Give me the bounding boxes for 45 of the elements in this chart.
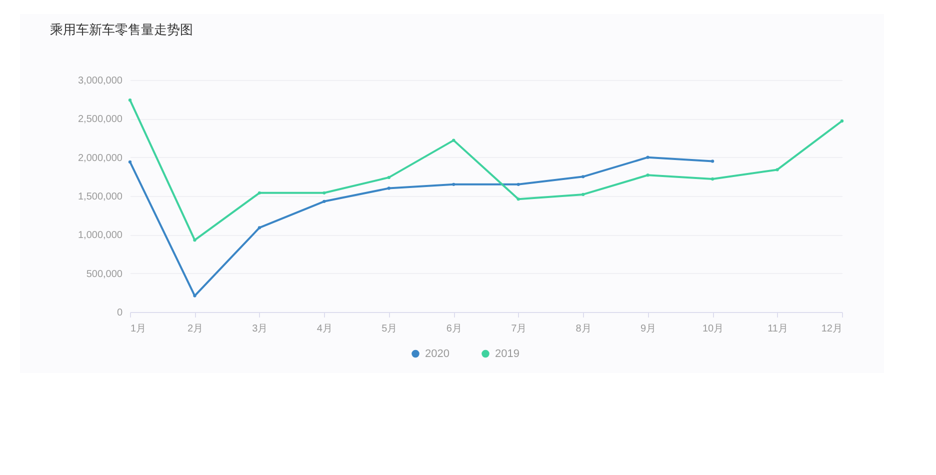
point [387,186,390,190]
point [516,182,520,186]
y-tick-label: 1,000,000 [78,230,123,242]
point [128,160,132,164]
point [516,198,520,201]
point [582,192,585,196]
y-tick-label: 3,000,000 [78,76,123,86]
point [193,238,196,242]
x-tick-label: 12月 [821,324,842,334]
point [646,174,650,177]
y-tick-label: 2,500,000 [78,114,123,126]
x-tick-label: 11月 [768,324,788,334]
x-tick-label: 7月 [511,324,527,334]
point [710,177,714,181]
x-tick-label: 8月 [576,324,592,334]
point [646,156,650,159]
point [258,226,262,230]
x-tick-label: 4月 [316,324,332,334]
chart-title: 乘用车新车零售量走势图 [50,22,193,37]
point [128,98,132,102]
point [193,294,196,298]
y-tick-label: 0 [116,308,123,318]
x-tick-label: 6月 [446,324,462,334]
legend-label: 2019 [495,348,520,360]
y-tick-label: 2,000,000 [78,152,123,164]
x-tick-label: 10月 [702,324,724,334]
point [452,138,456,142]
x-tick-label: 9月 [640,324,656,334]
point [387,176,390,180]
point [710,160,714,163]
point [776,168,779,172]
y-tick-label: 1,500,000 [78,192,123,202]
x-tick-label: 5月 [382,324,398,334]
point [322,191,326,194]
point [322,200,326,203]
x-tick-label: 1月 [130,324,146,334]
point [452,182,456,186]
x-tick-label: 2月 [187,324,204,334]
x-tick-label: 3月 [252,324,268,334]
y-tick-label: 500,000 [86,268,123,280]
point [582,175,585,178]
line-series [128,98,844,242]
point [840,119,844,123]
legend-label: 2020 [425,348,450,360]
point [258,191,262,194]
